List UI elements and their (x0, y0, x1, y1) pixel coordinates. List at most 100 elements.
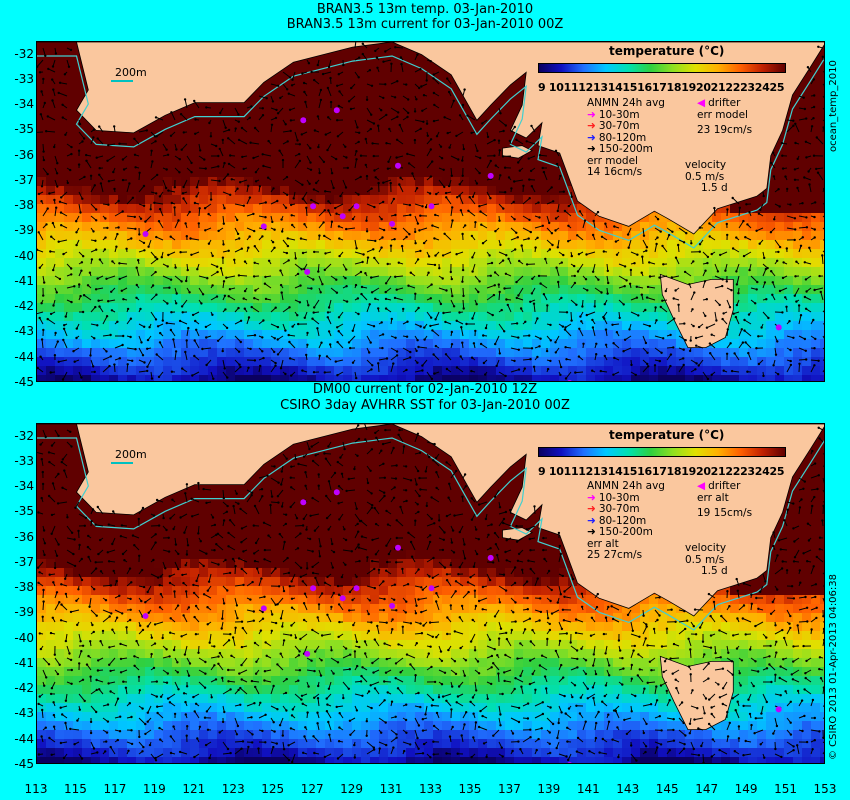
temperature-cell (271, 267, 280, 276)
temperature-cell (109, 132, 118, 141)
temperature-cell (406, 258, 415, 267)
temperature-cell (172, 168, 181, 177)
temperature-cell (766, 294, 775, 303)
temperature-cell (163, 132, 172, 141)
temperature-cell (343, 312, 352, 321)
temperature-cell (757, 204, 766, 213)
temperature-cell (136, 330, 145, 339)
velocity-arrow-head (789, 203, 792, 206)
temperature-cell (91, 258, 100, 267)
temperature-cell (622, 366, 631, 375)
velocity-arrow-head (432, 119, 436, 123)
temperature-cell (280, 204, 289, 213)
velocity-arrow (42, 167, 48, 175)
temperature-cell (316, 141, 325, 150)
velocity-arrow-head (45, 130, 48, 133)
temperature-cell (433, 87, 442, 96)
temperature-cell (190, 105, 199, 114)
velocity-arrow-head (338, 254, 341, 258)
temperature-cell (802, 276, 811, 285)
temperature-cell (424, 312, 433, 321)
temperature-cell (253, 132, 262, 141)
temperature-cell (280, 294, 289, 303)
velocity-arrow-head (254, 180, 258, 183)
velocity-arrow-head (190, 161, 193, 165)
temperature-cell (451, 195, 460, 204)
velocity-arrow-head (434, 254, 437, 257)
temperature-cell (568, 357, 577, 366)
velocity-arrow-head (95, 208, 98, 211)
temperature-cell (550, 249, 559, 258)
temperature-cell (496, 186, 505, 195)
temperature-cell (334, 123, 343, 132)
temperature-cell (118, 366, 127, 375)
velocity-arrow-head (801, 236, 804, 239)
temperature-cell (181, 150, 190, 159)
temperature-cell (325, 150, 334, 159)
temperature-cell (316, 240, 325, 249)
velocity-arrow-head (431, 224, 434, 227)
velocity-arrow-head (165, 168, 168, 171)
temperature-cell (217, 330, 226, 339)
temperature-cell (235, 213, 244, 222)
temperature-cell (190, 132, 199, 141)
temperature-cell (487, 186, 496, 195)
temperature-cell (226, 222, 235, 231)
temperature-cell (757, 258, 766, 267)
temperature-cell (334, 348, 343, 357)
temperature-cell (820, 177, 824, 186)
temperature-cell (244, 222, 253, 231)
velocity-arrow-head (319, 98, 323, 102)
velocity-arrow-head (298, 159, 302, 163)
top-map-panel[interactable]: 200m temperature (°C) 9 1011121314151617… (36, 41, 825, 382)
velocity-arrow (642, 227, 645, 236)
temperature-cell (433, 150, 442, 159)
temperature-cell (163, 213, 172, 222)
velocity-arrow-head (459, 209, 463, 212)
velocity-arrow-head (330, 172, 334, 175)
temperature-cell (91, 195, 100, 204)
velocity-arrow-head (804, 140, 808, 143)
temperature-cell (109, 348, 118, 357)
temperature-cell (739, 294, 748, 303)
velocity-arrow-head (389, 244, 393, 247)
temperature-cell (802, 177, 811, 186)
temperature-cell (226, 141, 235, 150)
temperature-cell (298, 330, 307, 339)
velocity-arrow-head (530, 185, 534, 188)
velocity-arrow-head (63, 73, 67, 76)
temperature-cell (343, 285, 352, 294)
temperature-cell (379, 204, 388, 213)
velocity-arrow-head (386, 167, 390, 170)
velocity-arrow-head (550, 186, 553, 189)
temperature-cell (244, 159, 253, 168)
temperature-cell (505, 159, 514, 168)
velocity-arrow (366, 119, 375, 124)
velocity-arrow (318, 155, 325, 163)
temperature-cell (253, 186, 262, 195)
temperature-cell (748, 222, 757, 231)
velocity-arrow-head (455, 134, 458, 138)
temperature-cell (748, 312, 757, 321)
temperature-cell (793, 141, 802, 150)
temperature-cell (64, 312, 73, 321)
temperature-cell (811, 96, 820, 105)
velocity-arrow-head (184, 222, 187, 225)
temperature-cell (370, 366, 379, 375)
velocity-arrow-head (626, 233, 630, 236)
temperature-cell (298, 177, 307, 186)
temperature-cell (55, 366, 64, 375)
velocity-arrow-head (322, 160, 326, 164)
top-y-tick-label: -42 (14, 299, 34, 314)
velocity-arrow-head (169, 134, 173, 137)
temperature-cell (298, 321, 307, 330)
velocity-arrow-head (51, 99, 54, 102)
temperature-cell (676, 339, 685, 348)
velocity-arrow-head (309, 147, 312, 150)
temperature-cell (226, 105, 235, 114)
velocity-arrow-head (248, 235, 251, 238)
temperature-cell (406, 303, 415, 312)
temperature-cell (577, 366, 586, 375)
velocity-arrow-head (435, 135, 439, 138)
temperature-cell (415, 114, 424, 123)
